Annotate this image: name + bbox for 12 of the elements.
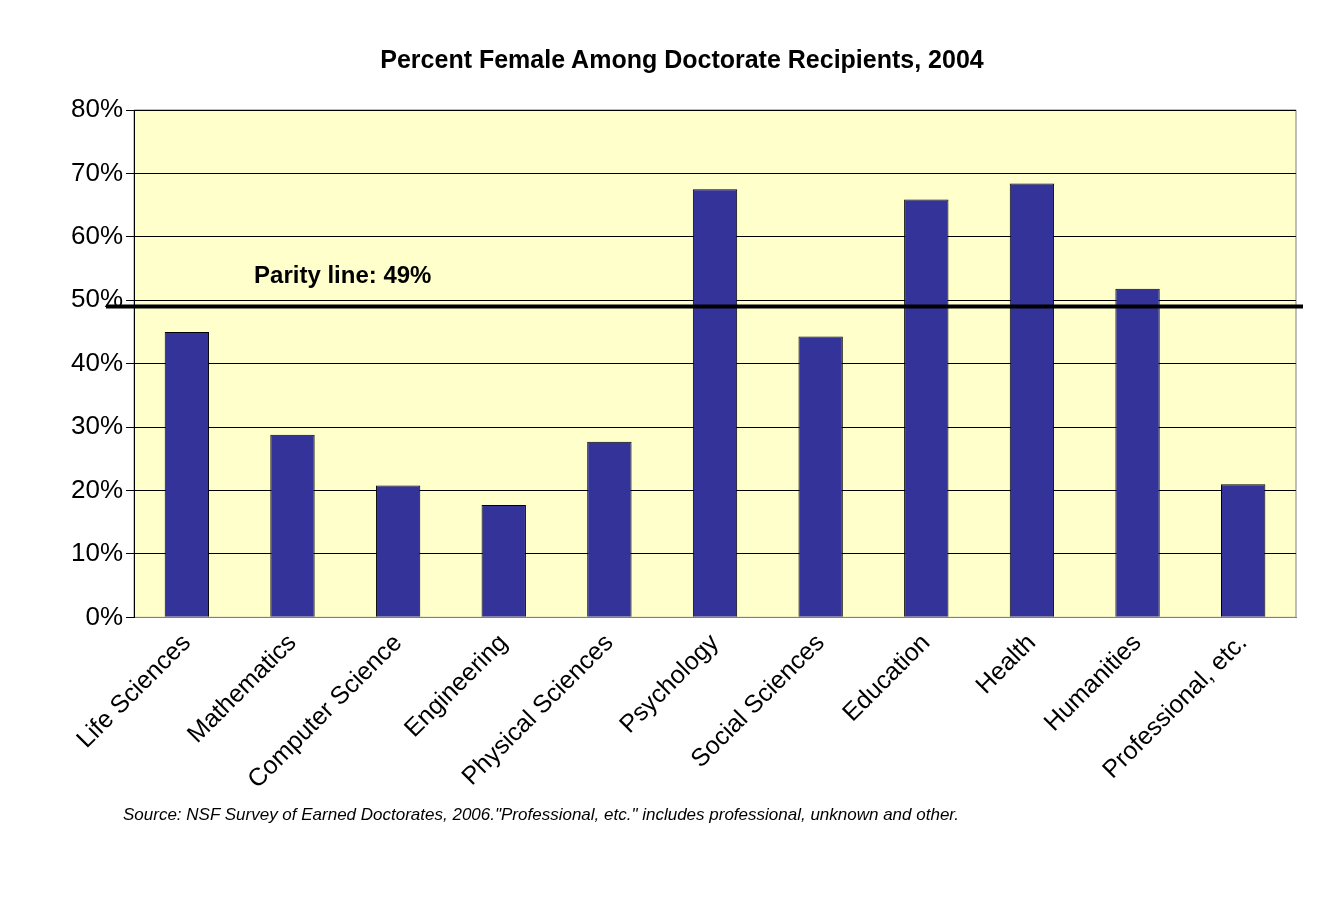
y-tick-label: 30%	[70, 410, 124, 441]
ref-line-label: Parity line: 49%	[254, 261, 432, 289]
y-tick-label: 60%	[70, 220, 124, 251]
y-tick-label: 70%	[70, 156, 124, 187]
chart-title: Percent Female Among Doctorate Recipients, 2004	[380, 44, 984, 73]
y-tick-label: 50%	[70, 283, 124, 314]
y-tick-label: 10%	[70, 537, 124, 568]
source-note: Source: NSF Survey of Earned Doctorates, 2006."Professional, etc." includes professional, unknown and other.	[123, 805, 960, 824]
y-tick-label: 0%	[85, 600, 124, 631]
y-tick-label: 80%	[70, 93, 124, 124]
y-tick-label: 40%	[70, 346, 124, 377]
y-tick-label: 20%	[70, 473, 124, 504]
